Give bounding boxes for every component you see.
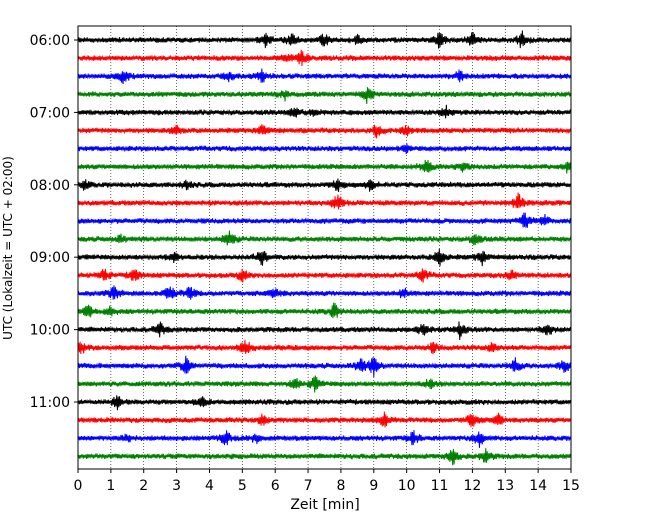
trace-row-0645	[77, 87, 572, 105]
trace-row-0900	[77, 248, 572, 267]
x-tick-label: 15	[562, 478, 580, 494]
trace-row-1100	[77, 395, 572, 411]
y-tick-label: 09:00	[30, 250, 70, 266]
x-tick-label: 13	[496, 478, 514, 494]
x-tick-label: 4	[205, 478, 214, 494]
trace-row-0800	[77, 178, 572, 192]
y-axis-ticks: 06:00 07:00 08:00 09:00 10:00 11:00	[30, 33, 78, 411]
x-tick-label: 14	[529, 478, 547, 494]
y-tick-label: 06:00	[30, 33, 70, 49]
trace-row-1130	[77, 430, 572, 448]
plot-frame	[77, 25, 572, 470]
x-tick-label: 1	[106, 478, 115, 494]
trace-row-1145	[77, 448, 572, 466]
y-tick-label: 10:00	[30, 323, 70, 339]
x-tick-label: 5	[238, 478, 247, 494]
x-tick-label: 2	[139, 478, 148, 494]
trace-row-0630	[77, 68, 572, 84]
x-tick-label: 12	[463, 478, 481, 494]
seismogram-traces	[77, 30, 572, 466]
trace-row-1115	[77, 411, 572, 428]
trace-row-0915	[77, 268, 572, 283]
x-tick-label: 8	[336, 478, 345, 494]
trace-row-0830	[77, 212, 572, 228]
x-tick-label: 0	[74, 478, 83, 494]
vertical-gridlines	[110, 26, 539, 469]
x-tick-label: 6	[271, 478, 280, 494]
x-axis-label: Zeit [min]	[290, 497, 359, 513]
trace-row-0745	[77, 159, 572, 174]
trace-row-0930	[77, 285, 572, 300]
trace-row-0730	[77, 143, 572, 155]
trace-row-0600	[77, 30, 572, 49]
x-axis-ticks: 0 1 2 3 4 5 6 7 8 9 10 11 12 13 14 15	[74, 469, 580, 494]
trace-row-0845	[77, 230, 572, 246]
y-tick-label: 11:00	[30, 395, 70, 411]
x-tick-label: 10	[398, 478, 416, 494]
trace-row-1045	[77, 375, 572, 393]
trace-row-0715	[77, 124, 572, 139]
trace-row-1015	[77, 339, 572, 355]
x-tick-label: 11	[431, 478, 449, 494]
y-axis-label: UTC (Lokalzeit = UTC + 02:00)	[1, 156, 15, 340]
trace-row-1030	[77, 355, 572, 378]
x-tick-label: 3	[172, 478, 181, 494]
trace-row-0615	[77, 49, 572, 67]
trace-row-0815	[77, 192, 572, 210]
x-tick-label: 7	[304, 478, 313, 494]
y-tick-label: 08:00	[30, 178, 70, 194]
y-tick-label: 07:00	[30, 105, 70, 121]
trace-row-0700	[77, 104, 572, 119]
x-tick-label: 9	[369, 478, 378, 494]
trace-row-0945	[77, 302, 572, 319]
trace-row-1000	[77, 321, 572, 340]
